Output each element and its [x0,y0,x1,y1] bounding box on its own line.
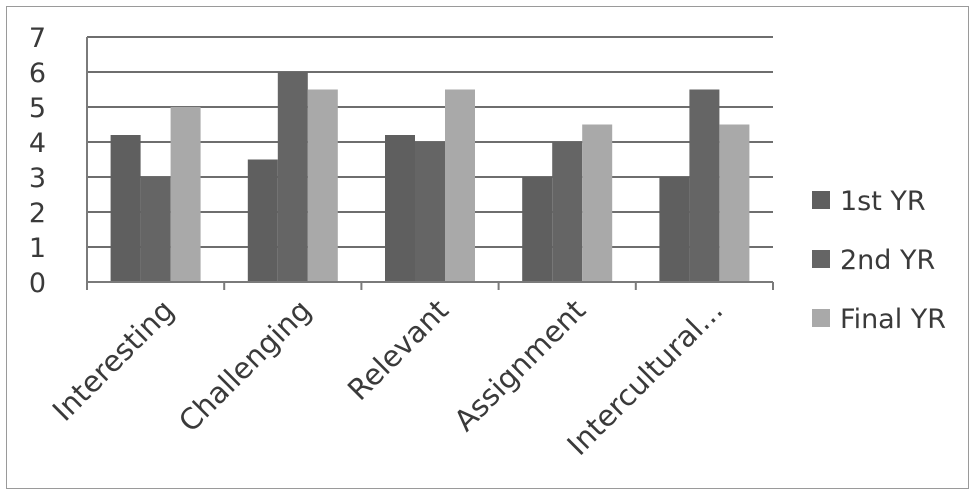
category-label: Relevant [341,293,455,407]
y-tick-label: 1 [29,233,46,264]
bar-2nd-yr-4 [552,142,583,282]
bar-1st-yr-5 [659,177,690,282]
category-label: Assignment [447,293,592,438]
axes [86,37,774,290]
category-label: Challenging [172,293,318,439]
bar-2nd-yr-1 [140,177,171,282]
y-axis-ticks: 0 1 2 3 4 5 6 7 [29,23,46,299]
bar-final-yr-3 [445,89,475,282]
legend-swatch [812,250,830,268]
bar-1st-yr-3 [385,135,415,282]
bar-2nd-yr-3 [415,142,445,282]
bar-final-yr-2 [307,89,338,282]
legend-label: 1st YR [840,186,926,217]
y-tick-label: 5 [29,93,46,124]
category-label: Interesting [46,293,181,428]
legend-swatch [812,309,830,327]
gridlines [87,36,773,248]
bars [110,72,750,282]
y-tick-label: 7 [29,23,46,54]
bar-1st-yr-1 [110,135,141,282]
bar-1st-yr-2 [247,159,278,282]
y-tick-label: 2 [29,198,46,229]
y-tick-label: 0 [29,268,46,299]
bar-2nd-yr-5 [689,89,720,282]
bar-2nd-yr-2 [277,72,308,282]
legend-label: 2nd YR [840,245,935,276]
y-tick-label: 6 [29,58,46,89]
legend-swatch [812,191,830,209]
y-tick-label: 3 [29,163,46,194]
legend-label: Final YR [840,304,946,335]
bar-final-yr-1 [170,107,201,282]
y-tick-label: 4 [29,128,46,159]
bar-final-yr-5 [719,124,750,282]
bar-final-yr-4 [582,124,613,282]
legend: 1st YR 2nd YR Final YR [812,186,946,335]
bar-1st-yr-4 [522,177,553,282]
